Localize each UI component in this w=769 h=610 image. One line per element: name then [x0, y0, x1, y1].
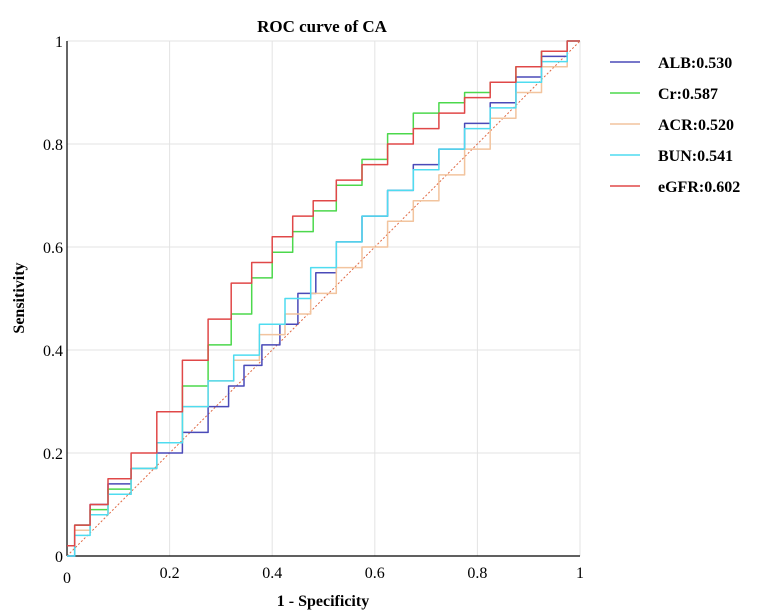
legend-label: ACR:0.520: [658, 117, 734, 134]
y-axis-label: Sensitivity: [11, 262, 28, 333]
x-tick-label: 0.6: [365, 565, 385, 582]
y-tick-label: 0.6: [43, 240, 63, 257]
x-axis-label: 1 - Specificity: [277, 593, 369, 610]
series-line-2: [67, 40, 580, 547]
series-lines: [67, 40, 580, 557]
axes: [66, 41, 580, 557]
legend-label: Cr:0.587: [658, 86, 718, 103]
x-tick-label: 0.4: [262, 565, 282, 582]
x-tick-label: 0.2: [160, 565, 180, 582]
series-line-3: [67, 40, 580, 557]
series-line-4: [67, 40, 580, 547]
x-tick-labels: 0 0.2 0.4 0.6 0.8 1: [63, 565, 584, 587]
legend-label: ALB:0.530: [658, 55, 732, 72]
y-tick-label: 0: [55, 549, 63, 566]
x-tick-label: 0.8: [467, 565, 487, 582]
reference-line-group: [66, 40, 581, 557]
reference-line: [66, 40, 581, 557]
y-tick-labels: 0 0.2 0.4 0.6 0.8 1: [43, 34, 63, 566]
legend-label: BUN:0.541: [658, 148, 733, 165]
x-tick-label: 1: [576, 565, 584, 582]
legend: ALB:0.530 Cr:0.587 ACR:0.520 BUN:0.541 eGFR:…: [610, 55, 740, 196]
chart-title: ROC curve of CA: [257, 17, 388, 36]
legend-label: eGFR:0.602: [658, 179, 740, 196]
y-tick-label: 0.8: [43, 137, 63, 154]
x-tick-label: 0: [63, 570, 71, 587]
y-tick-label: 0.4: [43, 343, 63, 360]
y-tick-label: 1: [55, 34, 63, 51]
y-tick-label: 0.2: [43, 446, 63, 463]
